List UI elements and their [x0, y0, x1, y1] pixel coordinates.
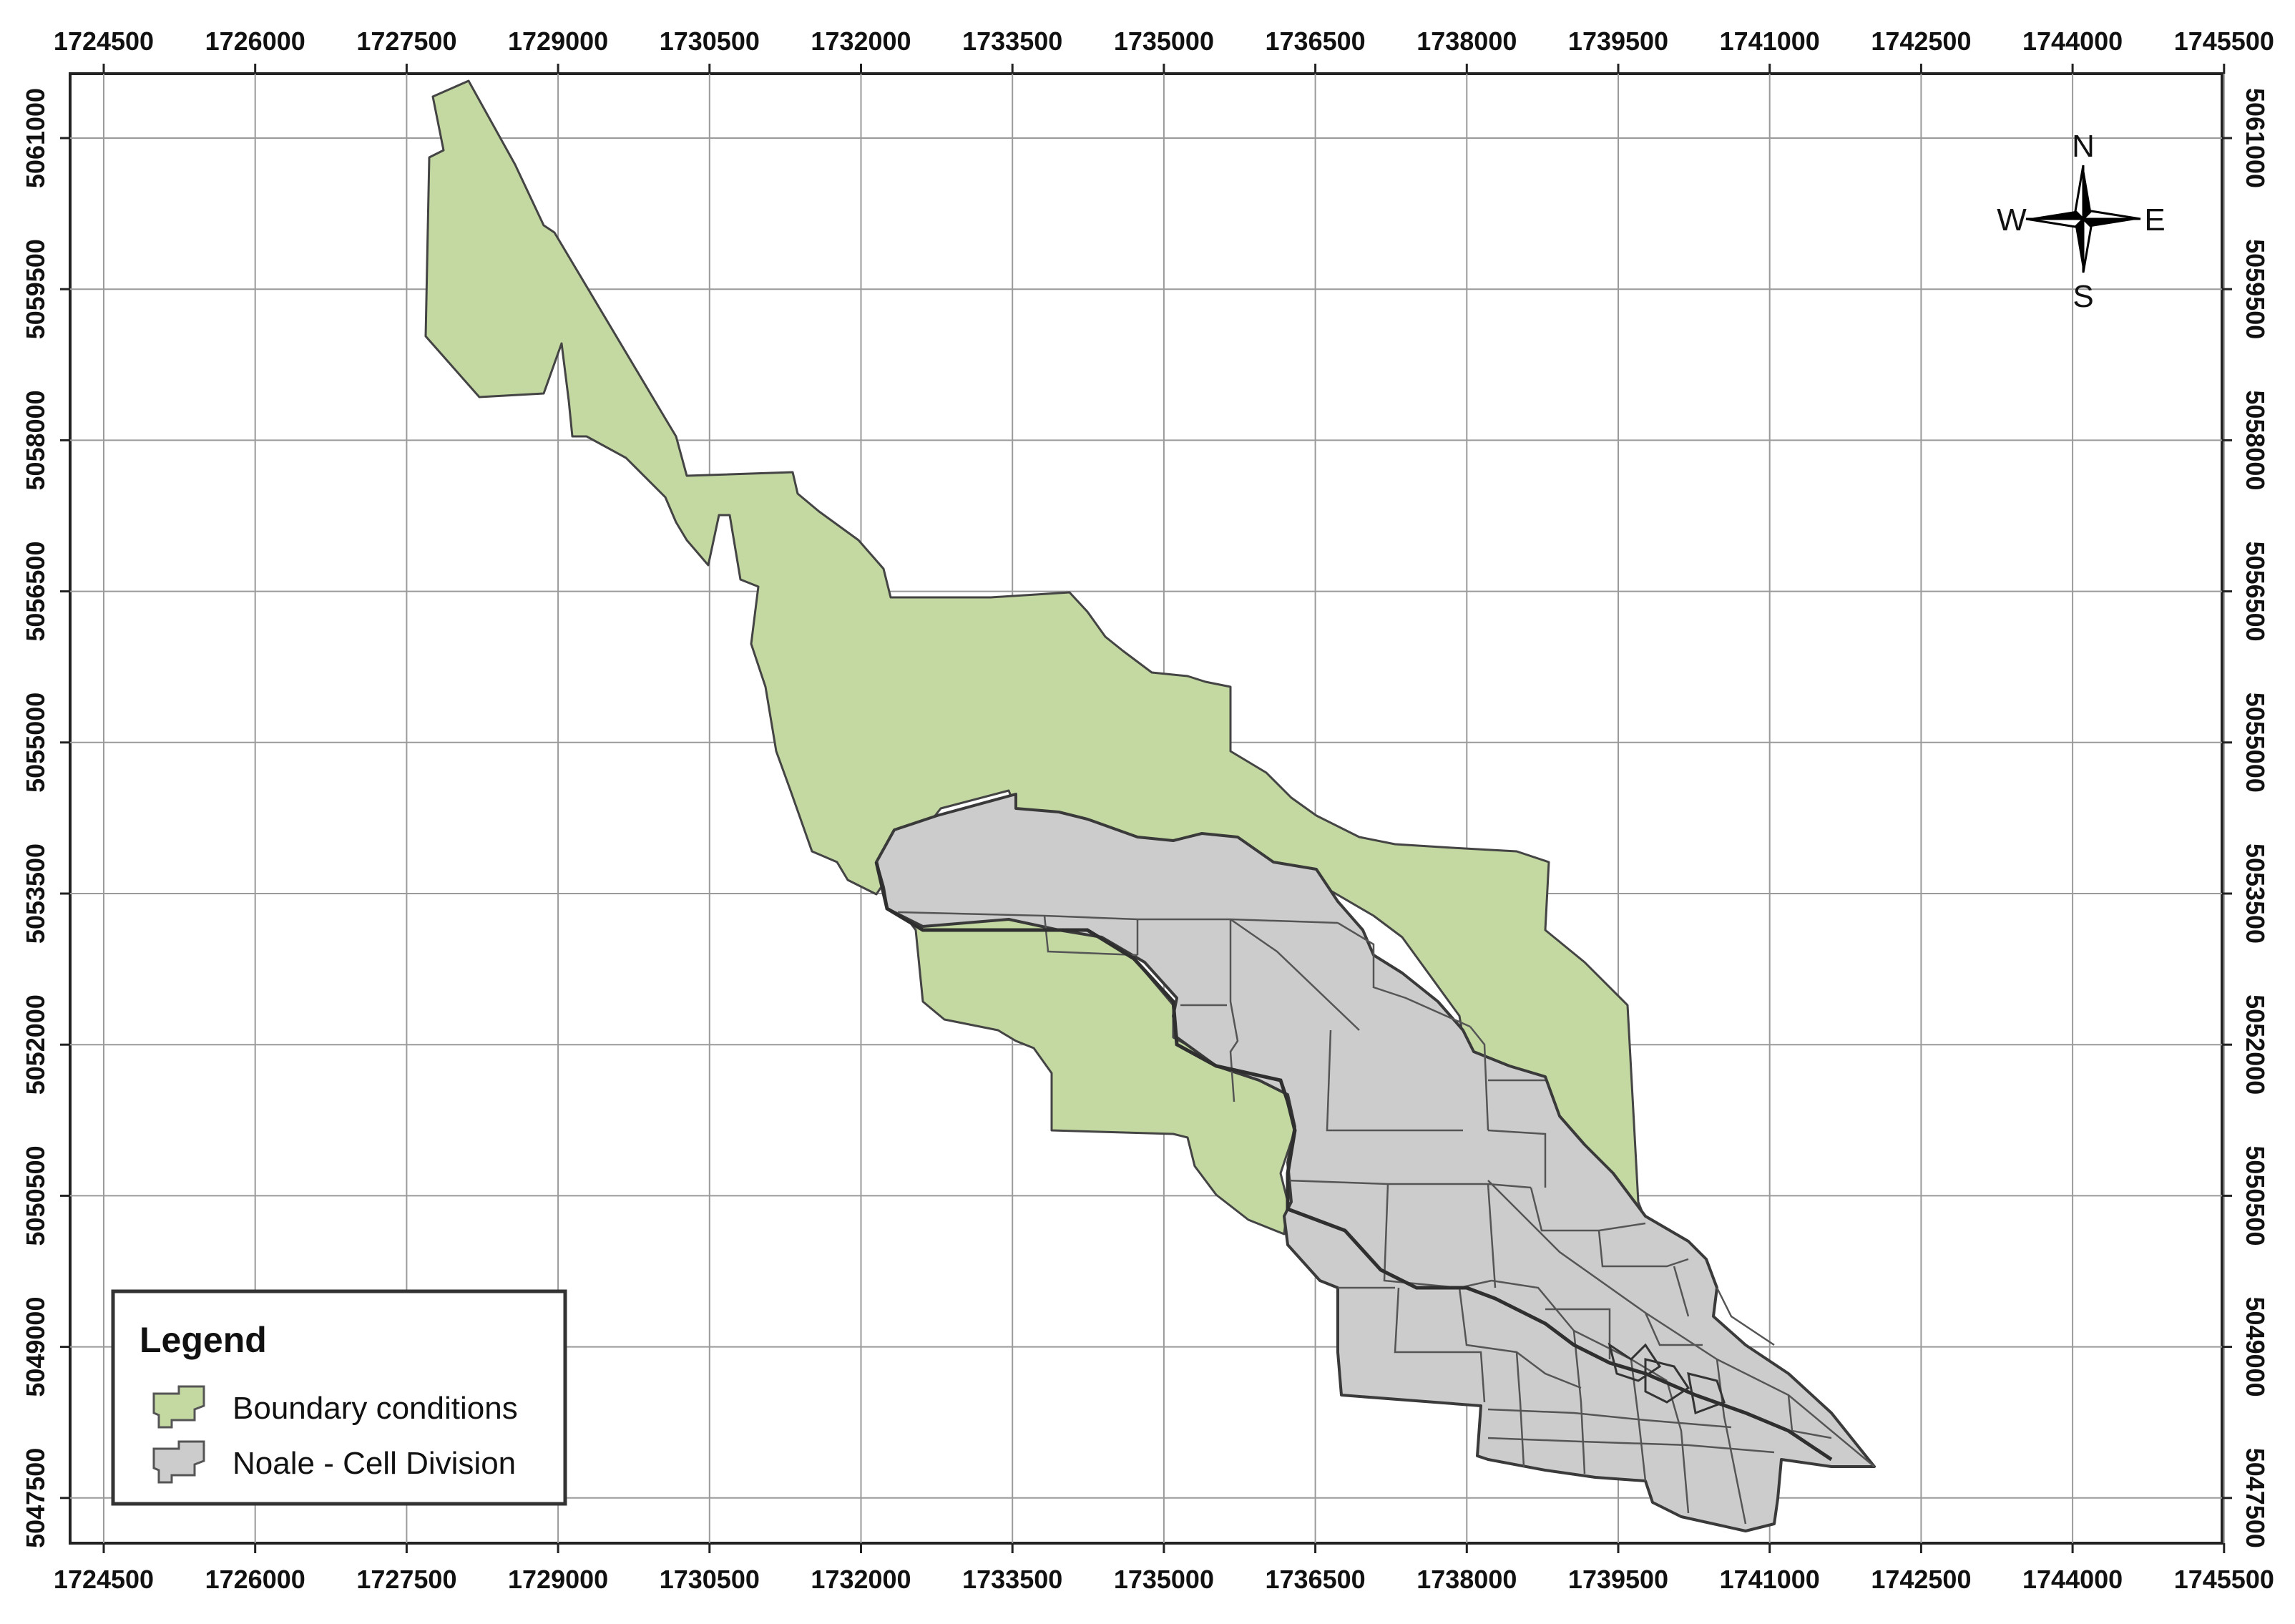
x-tick-label: 1742500	[1871, 26, 1971, 56]
x-tick-label: 1726000	[205, 26, 305, 56]
x-tick-label: 1727500	[356, 1565, 456, 1594]
y-tick-label: 5052000	[2241, 994, 2270, 1095]
x-tick-label: 1724500	[54, 26, 154, 56]
x-tick-label: 1727500	[356, 26, 456, 56]
y-tick-label: 5056500	[21, 542, 50, 642]
x-tick-label: 1729000	[508, 26, 608, 56]
y-tick-label: 5047500	[21, 1448, 50, 1548]
x-tick-label: 1741000	[1720, 1565, 1820, 1594]
y-tick-labels-left: 5061000 5059500 5058000 5056500 5055000 50535…	[21, 88, 50, 1548]
legend-label-boundary-conditions: Boundary conditions	[233, 1391, 518, 1426]
y-tick-labels-right: 5061000 5059500 5058000 5056500 5055000 50535…	[2241, 88, 2270, 1548]
compass-west-point	[2026, 211, 2083, 219]
noale-internal-boundary	[874, 861, 1833, 1462]
x-tick-label: 1744000	[2022, 1565, 2123, 1594]
x-tick-label: 1739500	[1568, 1565, 1668, 1594]
x-tick-label: 1745500	[2174, 1565, 2274, 1594]
x-tick-label: 1745500	[2174, 26, 2274, 56]
x-tick-label: 1735000	[1114, 26, 1214, 56]
cell-boundaries	[897, 911, 1875, 1525]
y-tick-label: 5053500	[21, 843, 50, 944]
compass-south-point	[2075, 219, 2083, 273]
y-tick-label: 5058000	[2241, 390, 2270, 490]
noale-cell-division-layer	[874, 793, 1876, 1532]
y-tick-label: 5049000	[2241, 1297, 2270, 1397]
y-tick-label: 5055000	[21, 693, 50, 793]
x-tick-label: 1742500	[1871, 1565, 1971, 1594]
legend-title: Legend	[140, 1320, 267, 1360]
x-tick-label: 1726000	[205, 1565, 305, 1594]
noale-dense-core	[1608, 1342, 1726, 1415]
compass-north-point	[2083, 165, 2091, 219]
compass-s-label: S	[2073, 279, 2093, 314]
x-tick-label: 1730500	[660, 1565, 760, 1594]
x-tick-label: 1732000	[811, 1565, 911, 1594]
x-tick-label: 1732000	[811, 26, 911, 56]
y-tick-label: 5050500	[2241, 1145, 2270, 1246]
compass-w-label: W	[1997, 202, 2027, 238]
y-tick-label: 5059500	[21, 239, 50, 339]
north-arrow: N S E W	[1997, 129, 2165, 314]
y-tick-label: 5049000	[21, 1297, 50, 1397]
compass-e-label: E	[2144, 202, 2165, 238]
x-tick-label: 1739500	[1568, 26, 1668, 56]
y-tick-label: 5056500	[2241, 542, 2270, 642]
y-tick-label: 5058000	[21, 390, 50, 490]
x-tick-label: 1733500	[962, 1565, 1062, 1594]
x-tick-label: 1735000	[1114, 1565, 1214, 1594]
y-tick-label: 5055000	[2241, 693, 2270, 793]
y-tick-label: 5047500	[2241, 1448, 2270, 1548]
x-tick-label: 1741000	[1720, 26, 1820, 56]
x-tick-label: 1738000	[1416, 26, 1517, 56]
x-tick-label: 1730500	[660, 26, 760, 56]
y-tick-label: 5052000	[21, 994, 50, 1095]
x-tick-label: 1744000	[2022, 26, 2123, 56]
x-tick-label: 1738000	[1416, 1565, 1517, 1594]
compass-east-point	[2083, 219, 2140, 227]
legend: Legend Boundary conditions Noale - Cell …	[111, 1289, 567, 1506]
y-tick-label: 5050500	[21, 1145, 50, 1246]
x-tick-labels-top: 1724500 1726000 1727500 1729000 1730500 17320…	[54, 26, 2274, 56]
compass-n-label: N	[2072, 129, 2095, 164]
y-tick-label: 5059500	[2241, 239, 2270, 339]
legend-swatch-noale-cell-division	[152, 1440, 205, 1484]
x-tick-labels-bottom: 1724500 1726000 1727500 1729000 1730500 17320…	[54, 1565, 2274, 1594]
x-tick-label: 1724500	[54, 1565, 154, 1594]
legend-swatch-boundary-conditions	[152, 1385, 205, 1429]
x-tick-label: 1729000	[508, 1565, 608, 1594]
axis-ticks	[60, 64, 2232, 1553]
x-tick-label: 1736500	[1266, 26, 1366, 56]
coordinate-grid	[70, 74, 2225, 1543]
y-tick-label: 5061000	[21, 88, 50, 188]
y-tick-label: 5053500	[2241, 843, 2270, 944]
legend-label-noale-cell-division: Noale - Cell Division	[233, 1446, 516, 1481]
x-tick-label: 1736500	[1266, 1565, 1366, 1594]
x-tick-label: 1733500	[962, 26, 1062, 56]
y-tick-label: 5061000	[2241, 88, 2270, 188]
